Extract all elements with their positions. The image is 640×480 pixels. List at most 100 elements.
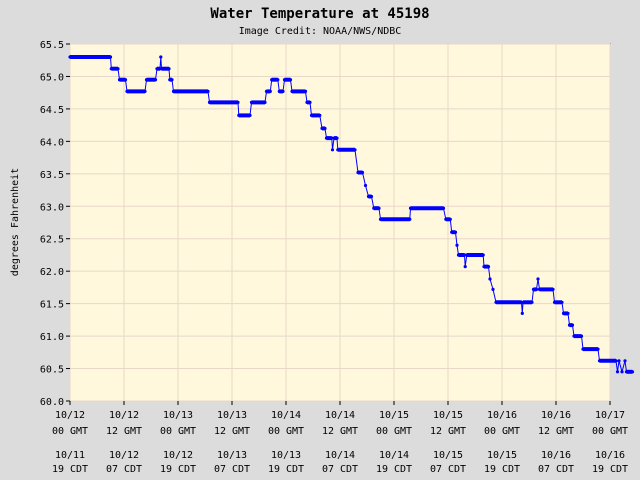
x-tick-label: 00 GMT — [592, 426, 628, 437]
data-point — [537, 287, 542, 291]
data-point — [630, 370, 635, 374]
data-point — [491, 287, 495, 291]
x-tick-label: 00 GMT — [376, 426, 412, 437]
x-tick-label: 00 GMT — [484, 426, 520, 437]
x-tick-label: 07 CDT — [430, 464, 466, 475]
data-point — [617, 359, 621, 363]
data-point — [168, 78, 172, 82]
x-tick-label: 07 CDT — [538, 464, 574, 475]
data-point — [624, 370, 629, 374]
data-point — [581, 347, 585, 351]
data-point — [570, 323, 575, 327]
y-tick-label: 60.5 — [40, 365, 64, 376]
data-point — [615, 370, 620, 374]
data-point — [450, 230, 454, 234]
data-point — [486, 265, 491, 269]
y-tick-label: 62.0 — [40, 267, 64, 278]
data-point — [408, 206, 413, 210]
y-tick-label: 62.5 — [40, 235, 64, 246]
data-point — [171, 89, 176, 93]
data-point — [207, 100, 212, 104]
x-tick-label: 10/13 — [163, 410, 193, 421]
data-series — [68, 55, 635, 374]
data-point — [170, 78, 174, 82]
data-point — [116, 67, 120, 71]
x-tick-label: 07 CDT — [322, 464, 358, 475]
data-point — [521, 300, 525, 304]
data-point — [455, 243, 459, 247]
data-point — [281, 89, 285, 93]
data-point — [579, 334, 584, 338]
data-point — [552, 300, 557, 304]
data-point — [566, 311, 570, 315]
data-point — [551, 287, 555, 291]
data-point — [561, 311, 566, 315]
data-point — [153, 78, 158, 82]
chart-title: Water Temperature at 45198 — [210, 6, 429, 22]
data-point — [290, 89, 294, 93]
data-point — [143, 89, 147, 93]
data-point — [318, 113, 322, 117]
y-tick-label: 60.0 — [40, 397, 64, 408]
data-point — [236, 100, 240, 104]
data-point — [144, 78, 149, 82]
data-point — [155, 67, 159, 71]
data-point — [263, 100, 267, 104]
data-point — [288, 78, 293, 82]
x-tick-label: 19 CDT — [376, 464, 412, 475]
x-tick-label: 10/11 — [55, 450, 85, 461]
x-tick-label: 12 GMT — [322, 426, 358, 437]
y-tick-label: 64.0 — [40, 137, 64, 148]
data-point — [282, 78, 287, 82]
x-tick-label: 00 GMT — [52, 426, 88, 437]
data-point — [597, 359, 602, 363]
x-tick-label: 10/12 — [109, 410, 139, 421]
x-tick-label: 10/13 — [217, 410, 247, 421]
x-tick-label: 10/15 — [379, 410, 409, 421]
y-tick-label: 65.5 — [40, 40, 64, 51]
data-point — [277, 89, 281, 93]
data-point — [560, 300, 564, 304]
data-point — [335, 136, 339, 140]
data-point — [534, 287, 539, 291]
data-point — [206, 89, 210, 93]
data-point — [323, 126, 327, 130]
data-point — [109, 67, 113, 71]
data-point — [332, 136, 336, 140]
data-point — [456, 253, 461, 257]
x-tick-label: 10/16 — [487, 410, 517, 421]
data-point — [270, 78, 274, 82]
data-point — [320, 126, 324, 130]
x-tick-label: 07 CDT — [214, 464, 250, 475]
x-tick-label: 12 GMT — [106, 426, 142, 437]
data-point — [249, 100, 254, 104]
data-point — [309, 113, 314, 117]
x-tick-label: 10/14 — [325, 410, 355, 421]
y-tick-label: 65.0 — [40, 72, 64, 83]
x-tick-label: 19 CDT — [268, 464, 304, 475]
x-axis: 10/12 00 GMT 10/11 19 CDT 10/12 12 GMT 10/12 07… — [52, 401, 628, 475]
data-point — [372, 206, 376, 210]
data-point — [369, 194, 374, 199]
y-tick-label: 61.0 — [40, 332, 64, 343]
y-tick-label: 63.0 — [40, 202, 64, 213]
data-point — [453, 230, 458, 234]
data-point — [356, 170, 360, 175]
data-point — [378, 217, 383, 221]
x-tick-label: 10/12 — [109, 450, 139, 461]
data-point — [308, 100, 312, 104]
data-point — [108, 55, 113, 59]
data-point — [567, 323, 572, 327]
data-point — [441, 206, 446, 210]
x-tick-label: 10/13 — [217, 450, 247, 461]
x-tick-label: 19 CDT — [52, 464, 88, 475]
data-point — [123, 78, 128, 82]
x-tick-label: 10/14 — [379, 450, 409, 461]
data-point — [117, 78, 122, 82]
y-axis-label: degrees Fahrenheit — [10, 168, 21, 276]
data-point — [448, 217, 452, 221]
data-point — [68, 55, 72, 59]
data-point — [408, 217, 412, 221]
data-point — [463, 265, 467, 269]
